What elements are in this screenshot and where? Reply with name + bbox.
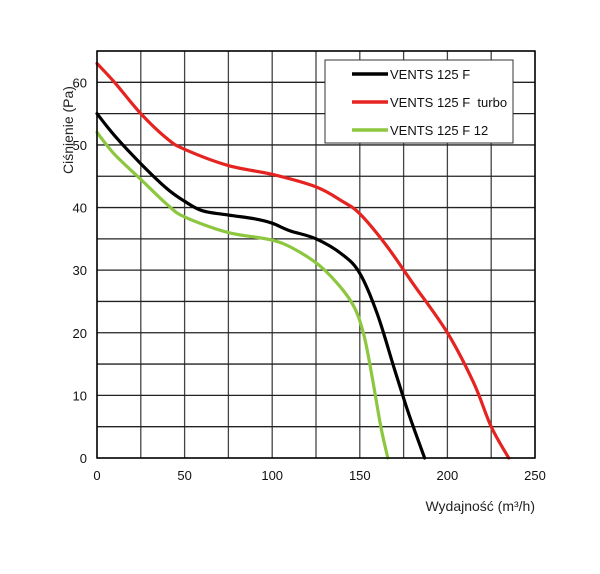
curves — [95, 61, 511, 460]
tick-labels: 0 50 100 150 200 250 0 10 20 30 40 50 60 — [73, 75, 546, 483]
legend-label-vents-125-f: VENTS 125 F — [390, 67, 470, 82]
y-tick-label: 60 — [73, 75, 87, 90]
x-axis-label: Wydajność (m³/h) — [425, 498, 535, 514]
series-line-vents-125-f-12 — [95, 130, 390, 460]
x-tick-label: 50 — [177, 468, 191, 483]
series-line-vents-125-f — [95, 112, 427, 460]
legend-label-vents-125-f-turbo: VENTS 125 F turbo — [390, 95, 507, 110]
series-line-vents-125-f-turbo — [95, 61, 511, 460]
legend: VENTS 125 F VENTS 125 F turbo VENTS 125 F … — [324, 59, 514, 144]
x-tick-label: 150 — [349, 468, 371, 483]
x-tick-label: 100 — [261, 468, 283, 483]
y-tick-label: 30 — [73, 263, 87, 278]
y-tick-label: 20 — [73, 326, 87, 341]
x-tick-label: 200 — [437, 468, 459, 483]
y-axis-label: Ciśnienie (Pa) — [60, 86, 76, 174]
x-tick-label: 250 — [524, 468, 546, 483]
y-tick-label: 0 — [80, 451, 87, 466]
x-tick-label: 0 — [93, 468, 100, 483]
y-tick-label: 10 — [73, 388, 87, 403]
y-tick-label: 50 — [73, 138, 87, 153]
y-tick-label: 40 — [73, 201, 87, 216]
legend-label-vents-125-f-12: VENTS 125 F 12 — [390, 123, 488, 138]
plot-border — [96, 50, 536, 459]
